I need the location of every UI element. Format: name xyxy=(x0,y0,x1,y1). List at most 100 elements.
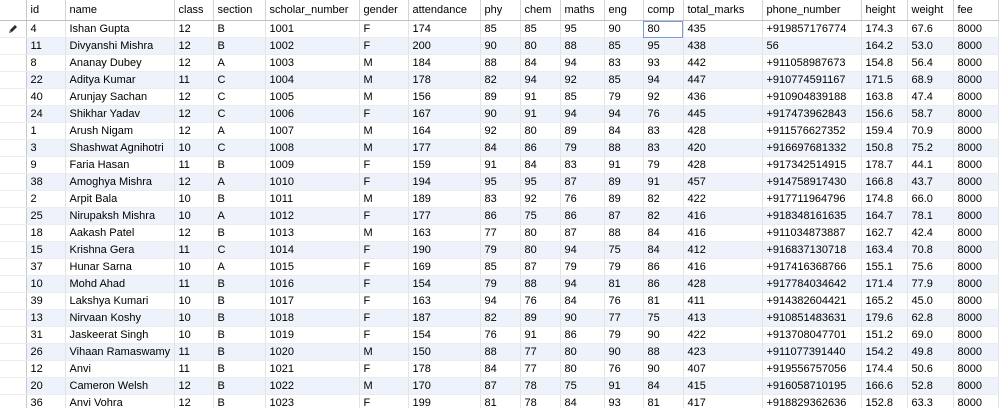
cell-phone-number[interactable]: +914758917430 xyxy=(762,173,862,191)
cell-fee[interactable]: 8000 xyxy=(953,292,999,310)
cell-comp[interactable]: 81 xyxy=(643,394,684,408)
column-header-comp[interactable]: comp xyxy=(643,0,684,21)
cell-phone-number[interactable]: 56 xyxy=(762,37,862,55)
cell-weight[interactable]: 47.4 xyxy=(907,88,954,106)
cell-comp[interactable]: 94 xyxy=(643,71,684,89)
cell-name[interactable]: Aditya Kumar xyxy=(65,71,175,89)
cell-scholar-number[interactable]: 1014 xyxy=(265,241,360,259)
cell-comp[interactable]: 76 xyxy=(643,105,684,123)
cell-weight[interactable]: 66.0 xyxy=(907,190,954,208)
cell-chem[interactable]: 91 xyxy=(520,105,561,123)
cell-scholar-number[interactable]: 1003 xyxy=(265,54,360,72)
cell-phy[interactable]: 90 xyxy=(480,105,521,123)
cell-eng[interactable]: 79 xyxy=(604,88,644,106)
cell-phone-number[interactable]: +916837130718 xyxy=(762,241,862,259)
cell-class[interactable]: 12 xyxy=(174,105,214,123)
cell-fee[interactable]: 8000 xyxy=(953,224,999,242)
cell-eng[interactable]: 87 xyxy=(604,207,644,225)
cell-chem[interactable]: 77 xyxy=(520,360,561,378)
cell-fee[interactable]: 8000 xyxy=(953,156,999,174)
cell-phy[interactable]: 84 xyxy=(480,139,521,157)
cell-phone-number[interactable]: +917416368766 xyxy=(762,258,862,276)
cell-comp[interactable]: 80 xyxy=(643,20,684,38)
cell-phone-number[interactable]: +917711964796 xyxy=(762,190,862,208)
column-header-eng[interactable]: eng xyxy=(604,0,644,21)
cell-eng[interactable]: 88 xyxy=(604,139,644,157)
cell-eng[interactable]: 77 xyxy=(604,309,644,327)
cell-total-marks[interactable]: 442 xyxy=(683,54,763,72)
cell-phy[interactable]: 92 xyxy=(480,122,521,140)
cell-id[interactable]: 40 xyxy=(26,88,66,106)
cell-chem[interactable]: 94 xyxy=(520,71,561,89)
table-row[interactable]: 26 Vihaan Ramaswamy 11 B 1020 M 150 88 77 80 90 88 4… xyxy=(0,343,999,361)
cell-fee[interactable]: 8000 xyxy=(953,71,999,89)
cell-phone-number[interactable]: +914382604421 xyxy=(762,292,862,310)
cell-height[interactable]: 162.7 xyxy=(861,224,908,242)
cell-maths[interactable]: 94 xyxy=(560,54,605,72)
cell-total-marks[interactable]: 428 xyxy=(683,122,763,140)
cell-scholar-number[interactable]: 1012 xyxy=(265,207,360,225)
cell-eng[interactable]: 76 xyxy=(604,292,644,310)
cell-section[interactable]: A xyxy=(213,122,266,140)
cell-height[interactable]: 164.7 xyxy=(861,207,908,225)
row-indicator[interactable] xyxy=(0,394,27,408)
cell-id[interactable]: 22 xyxy=(26,71,66,89)
table-row[interactable]: 12 Anvi 11 B 1021 F 178 84 77 80 76 90 407 +919556757… xyxy=(0,360,999,378)
cell-height[interactable]: 156.6 xyxy=(861,105,908,123)
cell-phy[interactable]: 91 xyxy=(480,156,521,174)
cell-id[interactable]: 10 xyxy=(26,275,66,293)
cell-attendance[interactable]: 184 xyxy=(408,54,481,72)
cell-weight[interactable]: 68.9 xyxy=(907,71,954,89)
cell-chem[interactable]: 91 xyxy=(520,88,561,106)
cell-total-marks[interactable]: 416 xyxy=(683,224,763,242)
cell-id[interactable]: 4 xyxy=(26,20,66,38)
cell-class[interactable]: 12 xyxy=(174,173,214,191)
cell-weight[interactable]: 56.4 xyxy=(907,54,954,72)
cell-id[interactable]: 1 xyxy=(26,122,66,140)
cell-attendance[interactable]: 174 xyxy=(408,20,481,38)
cell-fee[interactable]: 8000 xyxy=(953,394,999,408)
cell-weight[interactable]: 42.4 xyxy=(907,224,954,242)
cell-attendance[interactable]: 167 xyxy=(408,105,481,123)
cell-phone-number[interactable]: +918348161635 xyxy=(762,207,862,225)
cell-chem[interactable]: 78 xyxy=(520,394,561,408)
row-indicator[interactable] xyxy=(0,105,27,123)
cell-name[interactable]: Hunar Sarna xyxy=(65,258,175,276)
cell-section[interactable]: A xyxy=(213,173,266,191)
cell-eng[interactable]: 79 xyxy=(604,326,644,344)
cell-maths[interactable]: 76 xyxy=(560,190,605,208)
cell-id[interactable]: 39 xyxy=(26,292,66,310)
cell-class[interactable]: 10 xyxy=(174,258,214,276)
cell-name[interactable]: Arunjay Sachan xyxy=(65,88,175,106)
column-header-id[interactable]: id xyxy=(26,0,66,21)
column-header-fee[interactable]: fee xyxy=(953,0,999,21)
cell-name[interactable]: Divyanshi Mishra xyxy=(65,37,175,55)
cell-phone-number[interactable]: +918829362636 xyxy=(762,394,862,408)
cell-id[interactable]: 12 xyxy=(26,360,66,378)
cell-fee[interactable]: 8000 xyxy=(953,173,999,191)
cell-section[interactable]: B xyxy=(213,275,266,293)
cell-phone-number[interactable]: +919857176774 xyxy=(762,20,862,38)
table-row[interactable]: 15 Krishna Gera 11 C 1014 F 190 79 80 94 75 84 412 +9… xyxy=(0,241,999,259)
cell-attendance[interactable]: 178 xyxy=(408,71,481,89)
cell-chem[interactable]: 80 xyxy=(520,224,561,242)
cell-class[interactable]: 11 xyxy=(174,360,214,378)
cell-weight[interactable]: 75.2 xyxy=(907,139,954,157)
cell-section[interactable]: B xyxy=(213,156,266,174)
cell-chem[interactable]: 87 xyxy=(520,258,561,276)
row-indicator[interactable] xyxy=(0,139,27,157)
cell-phone-number[interactable]: +911077391440 xyxy=(762,343,862,361)
cell-phy[interactable]: 77 xyxy=(480,224,521,242)
cell-phy[interactable]: 84 xyxy=(480,360,521,378)
cell-comp[interactable]: 91 xyxy=(643,173,684,191)
cell-attendance[interactable]: 189 xyxy=(408,190,481,208)
cell-class[interactable]: 11 xyxy=(174,156,214,174)
cell-phone-number[interactable]: +916697681332 xyxy=(762,139,862,157)
cell-total-marks[interactable]: 428 xyxy=(683,275,763,293)
cell-class[interactable]: 11 xyxy=(174,71,214,89)
cell-scholar-number[interactable]: 1022 xyxy=(265,377,360,395)
cell-height[interactable]: 178.7 xyxy=(861,156,908,174)
cell-maths[interactable]: 84 xyxy=(560,292,605,310)
cell-total-marks[interactable]: 422 xyxy=(683,326,763,344)
cell-scholar-number[interactable]: 1015 xyxy=(265,258,360,276)
